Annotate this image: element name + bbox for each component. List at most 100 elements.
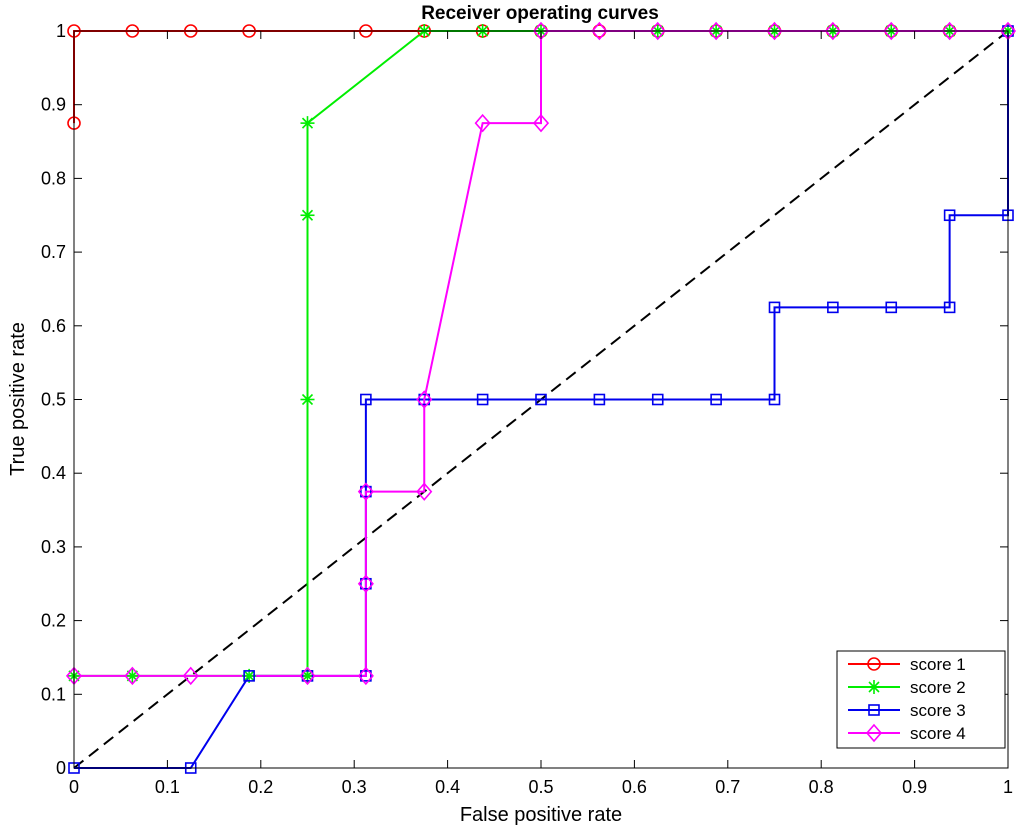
series-4-point xyxy=(766,21,783,41)
series-3-point xyxy=(301,670,314,682)
series-3-point-shape xyxy=(360,393,372,406)
legend-label: score 4 xyxy=(910,724,966,743)
series-4-point xyxy=(182,666,199,686)
series-4-point-shape xyxy=(182,666,199,686)
series-2 xyxy=(74,30,1008,677)
series-2-line xyxy=(74,30,1008,677)
x-tick-label: 0.4 xyxy=(435,777,460,797)
series-4-point-shape xyxy=(941,21,958,41)
series-4-point xyxy=(708,21,725,41)
x-tick-label: 0.2 xyxy=(248,777,273,797)
legend-entry: score 3 xyxy=(848,701,966,720)
y-tick-label: 1 xyxy=(56,21,66,41)
series-4-point xyxy=(591,21,608,41)
x-tick-label: 0 xyxy=(69,777,79,797)
y-axis: 0 0.1 0.2 0.3 0.4 0.5 0.6 0.7 0.8 0.9 1 xyxy=(41,21,1008,778)
x-axis: 0 0.1 0.2 0.3 0.4 0.5 0.6 0.7 0.8 0.9 1 xyxy=(69,31,1013,797)
series-3-point xyxy=(768,393,781,406)
series-4-point xyxy=(824,21,841,41)
series-3-point-shape xyxy=(535,393,547,406)
series-4-point-shape xyxy=(416,390,433,409)
series-4-point-shape xyxy=(357,666,374,686)
series-4-point xyxy=(532,113,550,133)
series-2-point xyxy=(300,208,315,223)
series-4-point-shape xyxy=(708,21,725,41)
legend-marker xyxy=(867,657,881,671)
series-4-line xyxy=(74,30,1008,677)
series-4-point-shape xyxy=(824,21,841,41)
series-4-point xyxy=(883,21,900,41)
series-3-point xyxy=(943,301,956,314)
x-tick-label: 1 xyxy=(1003,777,1013,797)
series-3-point-shape xyxy=(768,301,781,314)
legend-entry: score 4 xyxy=(848,723,966,743)
series-4-point-shape xyxy=(649,21,666,41)
y-tick-label: 0.2 xyxy=(41,611,66,631)
series-4-point xyxy=(357,482,374,501)
series-2-point-stroke xyxy=(301,117,314,129)
series-2-point-stroke xyxy=(243,670,255,682)
series-4-point xyxy=(474,113,491,133)
x-tick-label: 0.6 xyxy=(622,777,647,797)
legend-marker-shape xyxy=(865,723,883,743)
series-3-point-shape xyxy=(827,301,839,314)
series-3-point xyxy=(243,670,255,682)
series-3-point xyxy=(651,393,664,406)
y-tick-label: 0.4 xyxy=(41,463,66,483)
y-tick-label: 0.6 xyxy=(41,316,66,336)
legend-marker-shape xyxy=(867,657,881,671)
series-4-point xyxy=(649,21,666,41)
y-tick-label: 0.7 xyxy=(41,242,66,262)
series-3-point-shape xyxy=(593,393,606,406)
series-4-point xyxy=(416,482,433,501)
series-3-point-shape xyxy=(943,209,956,222)
series-4-point-shape xyxy=(299,666,316,686)
series-3-point xyxy=(885,301,898,314)
series-3-point-shape xyxy=(360,485,372,498)
series-4-point xyxy=(357,666,374,686)
series-3-point-shape xyxy=(943,301,956,314)
legend-marker xyxy=(868,704,880,716)
series-2-point-stroke xyxy=(301,209,314,221)
series-3-point xyxy=(360,577,372,590)
series-4-point-shape xyxy=(357,482,374,501)
x-tick-label: 0.7 xyxy=(715,777,740,797)
series-3-point xyxy=(360,485,372,498)
series-4-point-shape xyxy=(532,113,550,133)
series-3-point-shape xyxy=(360,577,372,590)
x-axis-label: False positive rate xyxy=(460,804,622,826)
series-3-point xyxy=(535,393,547,406)
series-3-point xyxy=(768,301,781,314)
series-3-point-shape xyxy=(476,393,489,406)
x-tick-label: 0.3 xyxy=(342,777,367,797)
x-tick-label: 0.8 xyxy=(809,777,834,797)
legend: score 1 score 2 score 3 score 4 xyxy=(836,650,1006,749)
series-3-point-shape xyxy=(418,393,431,406)
legend-label: score 3 xyxy=(910,701,966,720)
series-3-point xyxy=(476,393,489,406)
series-4-point-shape xyxy=(591,21,608,41)
y-axis-label: True positive rate xyxy=(7,322,29,476)
series-2-point xyxy=(300,116,315,131)
series-3-point-shape xyxy=(360,670,372,682)
x-tick-label: 0.1 xyxy=(155,777,180,797)
series-3-point xyxy=(710,393,722,406)
legend-marker-shape xyxy=(868,704,880,716)
series-3-point-shape xyxy=(301,670,314,682)
legend-marker xyxy=(867,680,881,694)
legend-label: score 1 xyxy=(910,655,966,674)
series-4-markers xyxy=(65,21,1017,686)
series-3-point xyxy=(943,209,956,222)
y-tick-label: 0 xyxy=(56,758,66,778)
x-tick-label: 0.5 xyxy=(528,777,553,797)
series-4-point xyxy=(299,666,316,686)
series-3-point-shape xyxy=(710,393,722,406)
series-2-point xyxy=(300,392,315,407)
series-4-point-shape xyxy=(124,666,141,686)
series-4-point xyxy=(941,21,958,41)
x-tick-label: 0.9 xyxy=(902,777,927,797)
series-4-point-shape xyxy=(766,21,783,41)
series-4 xyxy=(74,30,1008,677)
series-3-point xyxy=(827,301,839,314)
